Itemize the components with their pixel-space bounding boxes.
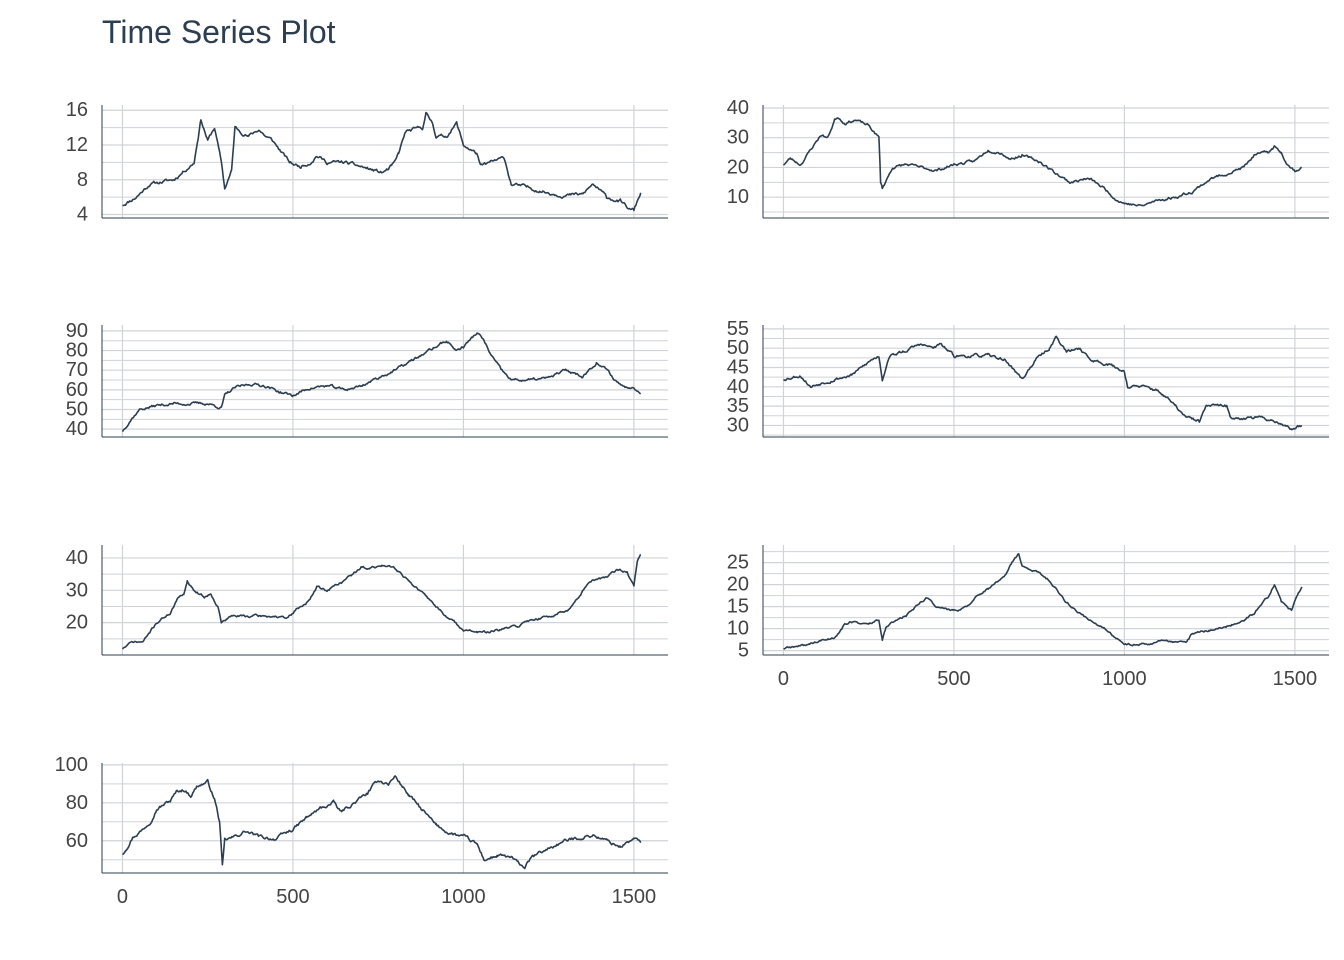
- series-line: [783, 552, 1303, 650]
- y-tick-label: 8: [77, 169, 88, 191]
- x-tick-label: 1500: [1273, 668, 1318, 690]
- y-tick-label: 50: [727, 337, 749, 359]
- x-tick-label: 0: [778, 668, 789, 690]
- y-tick-label: 40: [66, 547, 88, 569]
- y-tick-label: 55: [727, 318, 749, 340]
- y-tick-label: 4: [77, 204, 88, 226]
- x-tick-label: 1000: [1102, 668, 1147, 690]
- series-line: [122, 111, 642, 212]
- y-tick-label: 100: [55, 754, 88, 776]
- chart-title: Time Series Plot: [102, 14, 336, 50]
- x-tick-label: 500: [937, 668, 970, 690]
- series-line: [122, 775, 642, 870]
- y-tick-label: 60: [66, 830, 88, 852]
- y-tick-label: 20: [727, 156, 749, 178]
- panel-1: 4 8 12 16: [66, 99, 668, 226]
- y-tick-label: 70: [66, 359, 88, 381]
- y-tick-label: 40: [727, 376, 749, 398]
- y-tick-label: 50: [66, 398, 88, 420]
- y-tick-label: 10: [727, 186, 749, 208]
- y-tick-label: 15: [727, 596, 749, 618]
- x-tick-label: 0: [117, 886, 128, 908]
- y-tick-label: 30: [727, 414, 749, 436]
- y-tick-label: 30: [66, 579, 88, 601]
- y-tick-label: 10: [727, 618, 749, 640]
- y-tick-label: 45: [727, 356, 749, 378]
- y-tick-label: 40: [66, 418, 88, 440]
- series-line: [783, 335, 1303, 431]
- y-tick-label: 20: [727, 574, 749, 596]
- panel-2: 10 20 30 40: [727, 97, 1329, 219]
- y-tick-label: 16: [66, 99, 88, 121]
- series-line: [783, 117, 1302, 207]
- y-tick-label: 60: [66, 379, 88, 401]
- series-line: [121, 553, 642, 650]
- y-tick-label: 80: [66, 792, 88, 814]
- series-line: [121, 332, 642, 432]
- y-tick-label: 12: [66, 134, 88, 156]
- y-tick-label: 80: [66, 340, 88, 362]
- y-tick-label: 20: [66, 612, 88, 634]
- x-tick-label: 500: [276, 886, 309, 908]
- y-tick-label: 40: [727, 97, 749, 119]
- panel-5: 20 30 40: [66, 545, 668, 656]
- x-tick-label: 1000: [441, 886, 486, 908]
- y-tick-label: 5: [738, 640, 749, 662]
- y-tick-label: 35: [727, 395, 749, 417]
- x-tick-label: 1500: [612, 886, 657, 908]
- y-tick-label: 90: [66, 320, 88, 342]
- y-tick-label: 25: [727, 552, 749, 574]
- y-tick-label: 30: [727, 127, 749, 149]
